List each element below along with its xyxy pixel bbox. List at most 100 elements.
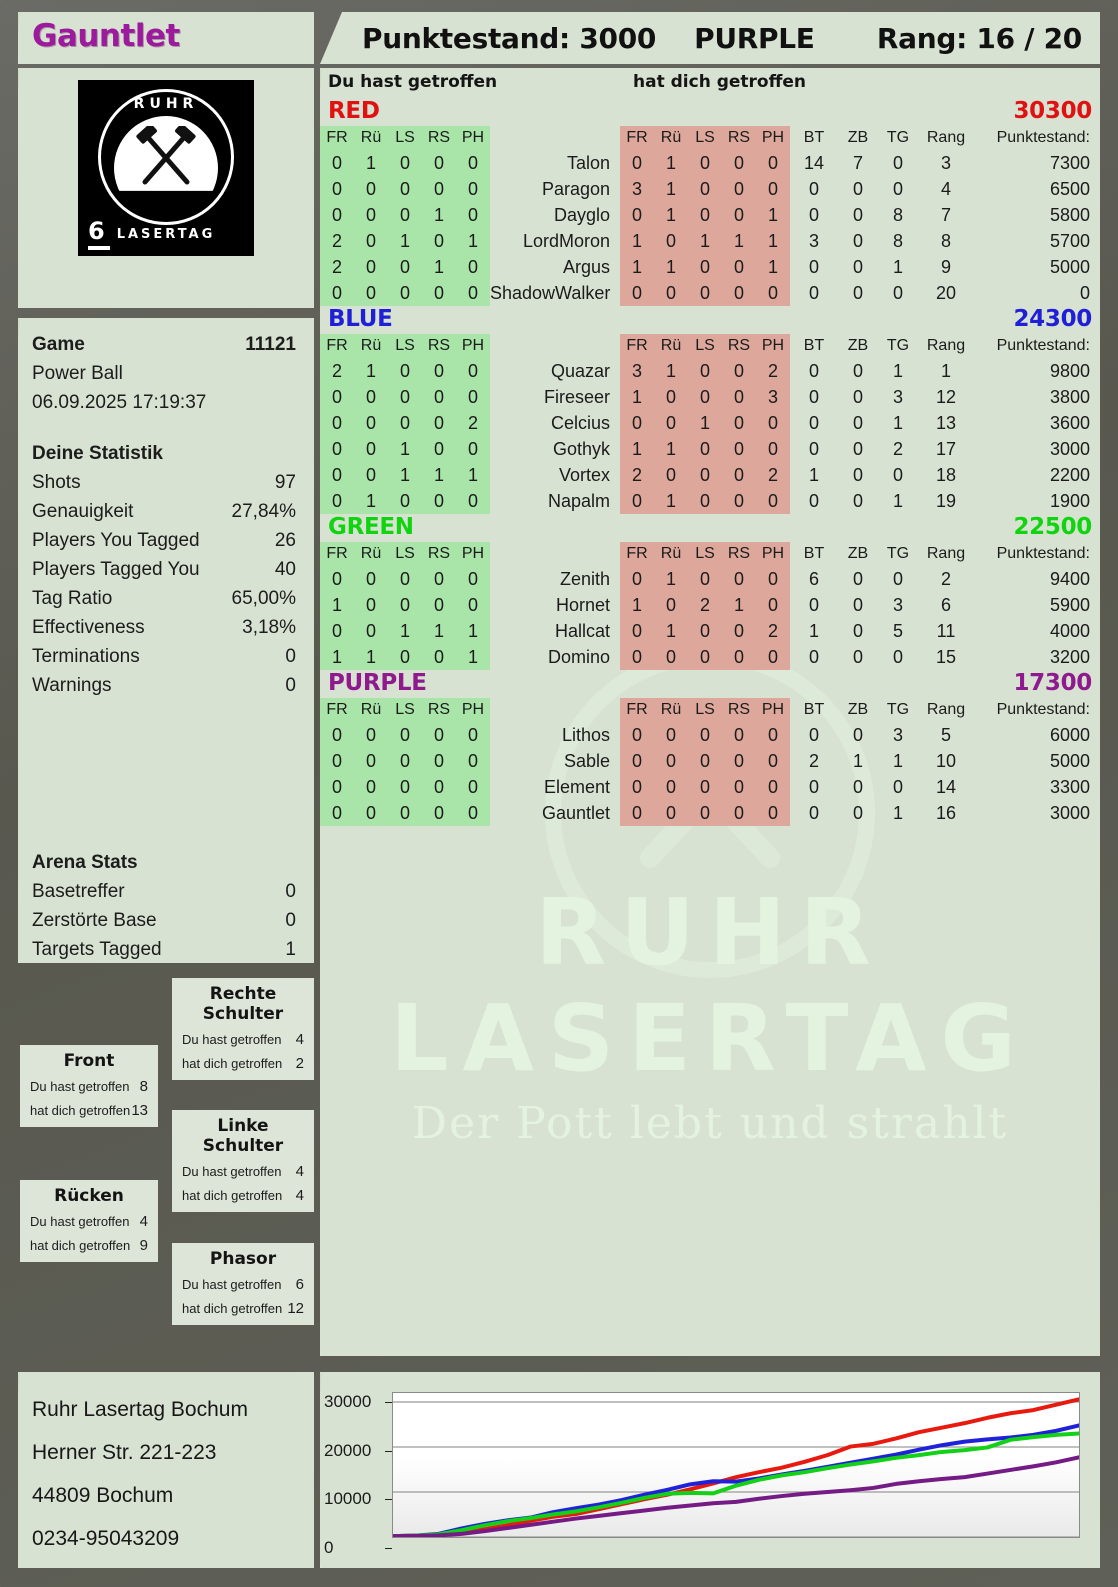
arena-row: Basetreffer 0 [32, 877, 296, 906]
cell-score: 0 [1079, 282, 1090, 303]
cell-score: 3200 [1049, 646, 1090, 667]
cell-you-hit: 0 [456, 384, 490, 410]
cell-hit-you: 0 [756, 488, 790, 514]
cell-hit-you: 0 [722, 488, 756, 514]
cell-hit-you: 1 [654, 358, 688, 384]
cell-tg: 8 [892, 204, 903, 225]
cell-you-hit: 0 [388, 644, 422, 670]
bodypart-gothit-row: hat dich getroffen 2 [182, 1055, 304, 1072]
cell-you-hit: 1 [354, 644, 388, 670]
arena-row-value: 0 [285, 881, 296, 902]
table-row[interactable]: 0 0 1 1 1 Hallcat 0 1 0 0 2 1 0 5 11 4000 [320, 618, 1100, 644]
table-row[interactable]: 0 0 0 1 0 Dayglo 0 1 0 0 1 0 0 8 7 5800 [320, 202, 1100, 228]
cell-you-hit: 0 [354, 462, 388, 488]
chart-ytick-mark [385, 1450, 392, 1452]
table-row[interactable]: 0 0 0 0 0 ShadowWalker 0 0 0 0 0 0 0 0 20 0 [320, 280, 1100, 306]
bodypart-hit-row: Du hast getroffen 4 [182, 1163, 304, 1180]
col-head-you-hit: PH [456, 126, 490, 150]
cell-hit-you: 0 [722, 748, 756, 774]
table-row[interactable]: 1 0 0 0 0 Hornet 1 0 2 1 0 0 0 3 6 5900 [320, 592, 1100, 618]
bodypart-gothit-label: hat dich getroffen [182, 1301, 283, 1316]
cell-player-name: Domino [547, 646, 610, 667]
cell-you-hit: 0 [354, 280, 388, 306]
cell-player-name: Quazar [550, 360, 610, 381]
cell-hit-you: 0 [654, 592, 688, 618]
table-row[interactable]: 0 0 0 0 0 Lithos 0 0 0 0 0 0 0 3 5 6000 [320, 722, 1100, 748]
stat-row-value: 97 [274, 472, 296, 493]
logo-top-text: RUHR [133, 96, 199, 112]
cell-hit-you: 0 [654, 384, 688, 410]
cell-hit-you: 2 [756, 618, 790, 644]
cell-zb: 0 [852, 802, 863, 823]
cell-you-hit: 0 [422, 410, 456, 436]
stat-row-label: Effectiveness [32, 617, 145, 638]
table-row[interactable]: 0 0 0 0 0 Paragon 3 1 0 0 0 0 0 0 4 6500 [320, 176, 1100, 202]
col-head-you-hit: PH [456, 698, 490, 722]
bodypart-hit-row: Du hast getroffen 6 [182, 1276, 304, 1293]
cell-tg: 5 [892, 620, 903, 641]
team-title-row: BLUE 24300 [320, 306, 1100, 334]
cell-you-hit: 0 [320, 176, 354, 202]
cell-hit-you: 0 [654, 228, 688, 254]
table-row[interactable]: 0 0 0 0 0 Fireseer 1 0 0 0 3 0 0 3 12 3800 [320, 384, 1100, 410]
bodypart-title: Rechte Schulter [202, 984, 284, 1024]
cell-hit-you: 0 [620, 748, 654, 774]
table-row[interactable]: 0 0 0 0 0 Gauntlet 0 0 0 0 0 0 0 1 16 3000 [320, 800, 1100, 826]
cell-zb: 0 [852, 438, 863, 459]
cell-hit-you: 1 [722, 592, 756, 618]
team-total-score: 24300 [1013, 306, 1092, 332]
cell-tg: 0 [892, 178, 903, 199]
cell-bt: 14 [803, 152, 825, 173]
cell-hit-you: 0 [654, 280, 688, 306]
cell-hit-you: 1 [654, 566, 688, 592]
cell-hit-you: 0 [722, 176, 756, 202]
table-row[interactable]: 2 0 1 0 1 LordMoron 1 0 1 1 1 3 0 8 8 5700 [320, 228, 1100, 254]
cell-you-hit: 0 [354, 592, 388, 618]
cell-zb: 0 [852, 360, 863, 381]
table-row[interactable]: 0 0 0 0 0 Zenith 0 1 0 0 0 6 0 0 2 9400 [320, 566, 1100, 592]
cell-you-hit: 1 [422, 462, 456, 488]
cell-hit-you: 0 [688, 488, 722, 514]
cell-you-hit: 0 [388, 774, 422, 800]
cell-you-hit: 0 [456, 592, 490, 618]
cell-you-hit: 0 [422, 384, 456, 410]
cell-you-hit: 0 [388, 488, 422, 514]
cell-tg: 1 [892, 490, 903, 511]
table-row[interactable]: 0 0 0 0 2 Celcius 0 0 1 0 0 0 0 1 13 3600 [320, 410, 1100, 436]
bodypart-gothit-row: hat dich getroffen 4 [182, 1187, 304, 1204]
cell-hit-you: 0 [756, 150, 790, 176]
bodypart-box-ruecken: Rücken Du hast getroffen 4 hat dich getr… [20, 1180, 158, 1262]
table-row[interactable]: 0 0 0 0 0 Element 0 0 0 0 0 0 0 0 14 3300 [320, 774, 1100, 800]
cell-zb: 0 [852, 282, 863, 303]
cell-rang: 9 [940, 256, 951, 277]
cell-hit-you: 0 [722, 280, 756, 306]
cell-you-hit: 0 [320, 410, 354, 436]
col-head-hit-you: FR [620, 334, 654, 358]
table-row[interactable]: 0 1 0 0 0 Napalm 0 1 0 0 0 0 0 1 19 1900 [320, 488, 1100, 514]
cell-you-hit: 0 [388, 410, 422, 436]
col-head-you-hit: FR [320, 126, 354, 150]
bodypart-hit-value: 4 [295, 1163, 304, 1180]
cell-you-hit: 0 [456, 358, 490, 384]
cell-you-hit: 0 [354, 254, 388, 280]
bodypart-gothit-row: hat dich getroffen 12 [182, 1300, 304, 1317]
table-row[interactable]: 0 1 0 0 0 Talon 0 1 0 0 0 14 7 0 3 7300 [320, 150, 1100, 176]
cell-score: 3000 [1049, 802, 1090, 823]
cell-you-hit: 0 [456, 722, 490, 748]
col-head-zb: ZB [847, 129, 869, 146]
table-row[interactable]: 0 0 1 1 1 Vortex 2 0 0 0 2 1 0 0 18 2200 [320, 462, 1100, 488]
table-row[interactable]: 2 1 0 0 0 Quazar 3 1 0 0 2 0 0 1 1 9800 [320, 358, 1100, 384]
table-row[interactable]: 1 1 0 0 1 Domino 0 0 0 0 0 0 0 0 15 3200 [320, 644, 1100, 670]
cell-zb: 0 [852, 386, 863, 407]
col-head-name [490, 698, 620, 722]
venue-address-panel: Ruhr Lasertag Bochum Herner Str. 221-223 4… [18, 1372, 314, 1568]
team-title-row: RED 30300 [320, 98, 1100, 126]
table-row[interactable]: 0 0 0 0 0 Sable 0 0 0 0 0 2 1 1 10 5000 [320, 748, 1100, 774]
table-header-row: FR Rü LS RS PH FR Rü LS RS PH BT ZB TG Rang Punktestan… [320, 698, 1100, 722]
table-row[interactable]: 0 0 1 0 0 Gothyk 1 1 0 0 0 0 0 2 17 3000 [320, 436, 1100, 462]
table-row[interactable]: 2 0 0 1 0 Argus 1 1 0 0 1 0 0 1 9 5000 [320, 254, 1100, 280]
cell-hit-you: 0 [722, 384, 756, 410]
cell-hit-you: 0 [620, 410, 654, 436]
team-block-blue: BLUE 24300 FR Rü LS RS PH FR Rü LS RS PH BT ZB TG Ran… [320, 306, 1100, 514]
chart-lines [393, 1393, 1079, 1537]
